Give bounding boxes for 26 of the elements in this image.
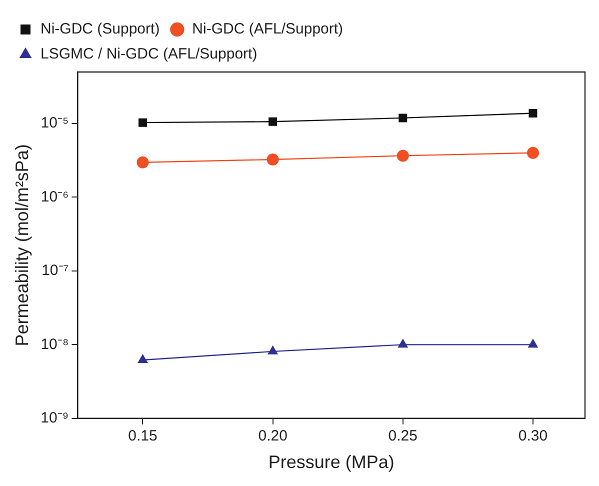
y-axis-title: Permeability (mol/m²sPa) <box>12 144 32 346</box>
legend-label: LSGMC / Ni-GDC (AFL/Support) <box>40 46 258 63</box>
y-tick-label: 10⁻⁸ <box>40 336 69 353</box>
point <box>526 146 539 159</box>
x-axis-title: Pressure (MPa) <box>268 452 394 472</box>
point <box>398 338 408 348</box>
x-tick-label: 0.15 <box>128 428 158 445</box>
y-tick-label: 10⁻⁵ <box>40 114 69 132</box>
point <box>268 117 278 126</box>
point <box>396 150 409 162</box>
point <box>528 108 538 118</box>
legend-label: Ni-GDC (AFL/Support) <box>192 20 344 38</box>
legend-label: Ni-GDC (Support) <box>40 20 160 38</box>
point <box>138 354 148 363</box>
point <box>266 154 279 166</box>
y-tick-label: 10⁻⁹ <box>40 410 69 427</box>
point <box>136 156 149 168</box>
point <box>528 338 538 348</box>
point <box>138 118 147 127</box>
y-tick-label: 10⁻⁶ <box>40 188 69 206</box>
x-tick-label: 0.25 <box>388 428 418 445</box>
point <box>268 345 278 354</box>
point <box>398 114 408 122</box>
y-tick-label: 10⁻⁷ <box>42 262 69 280</box>
x-tick-label: 0.20 <box>258 428 288 445</box>
x-tick-label: 0.30 <box>518 428 548 445</box>
